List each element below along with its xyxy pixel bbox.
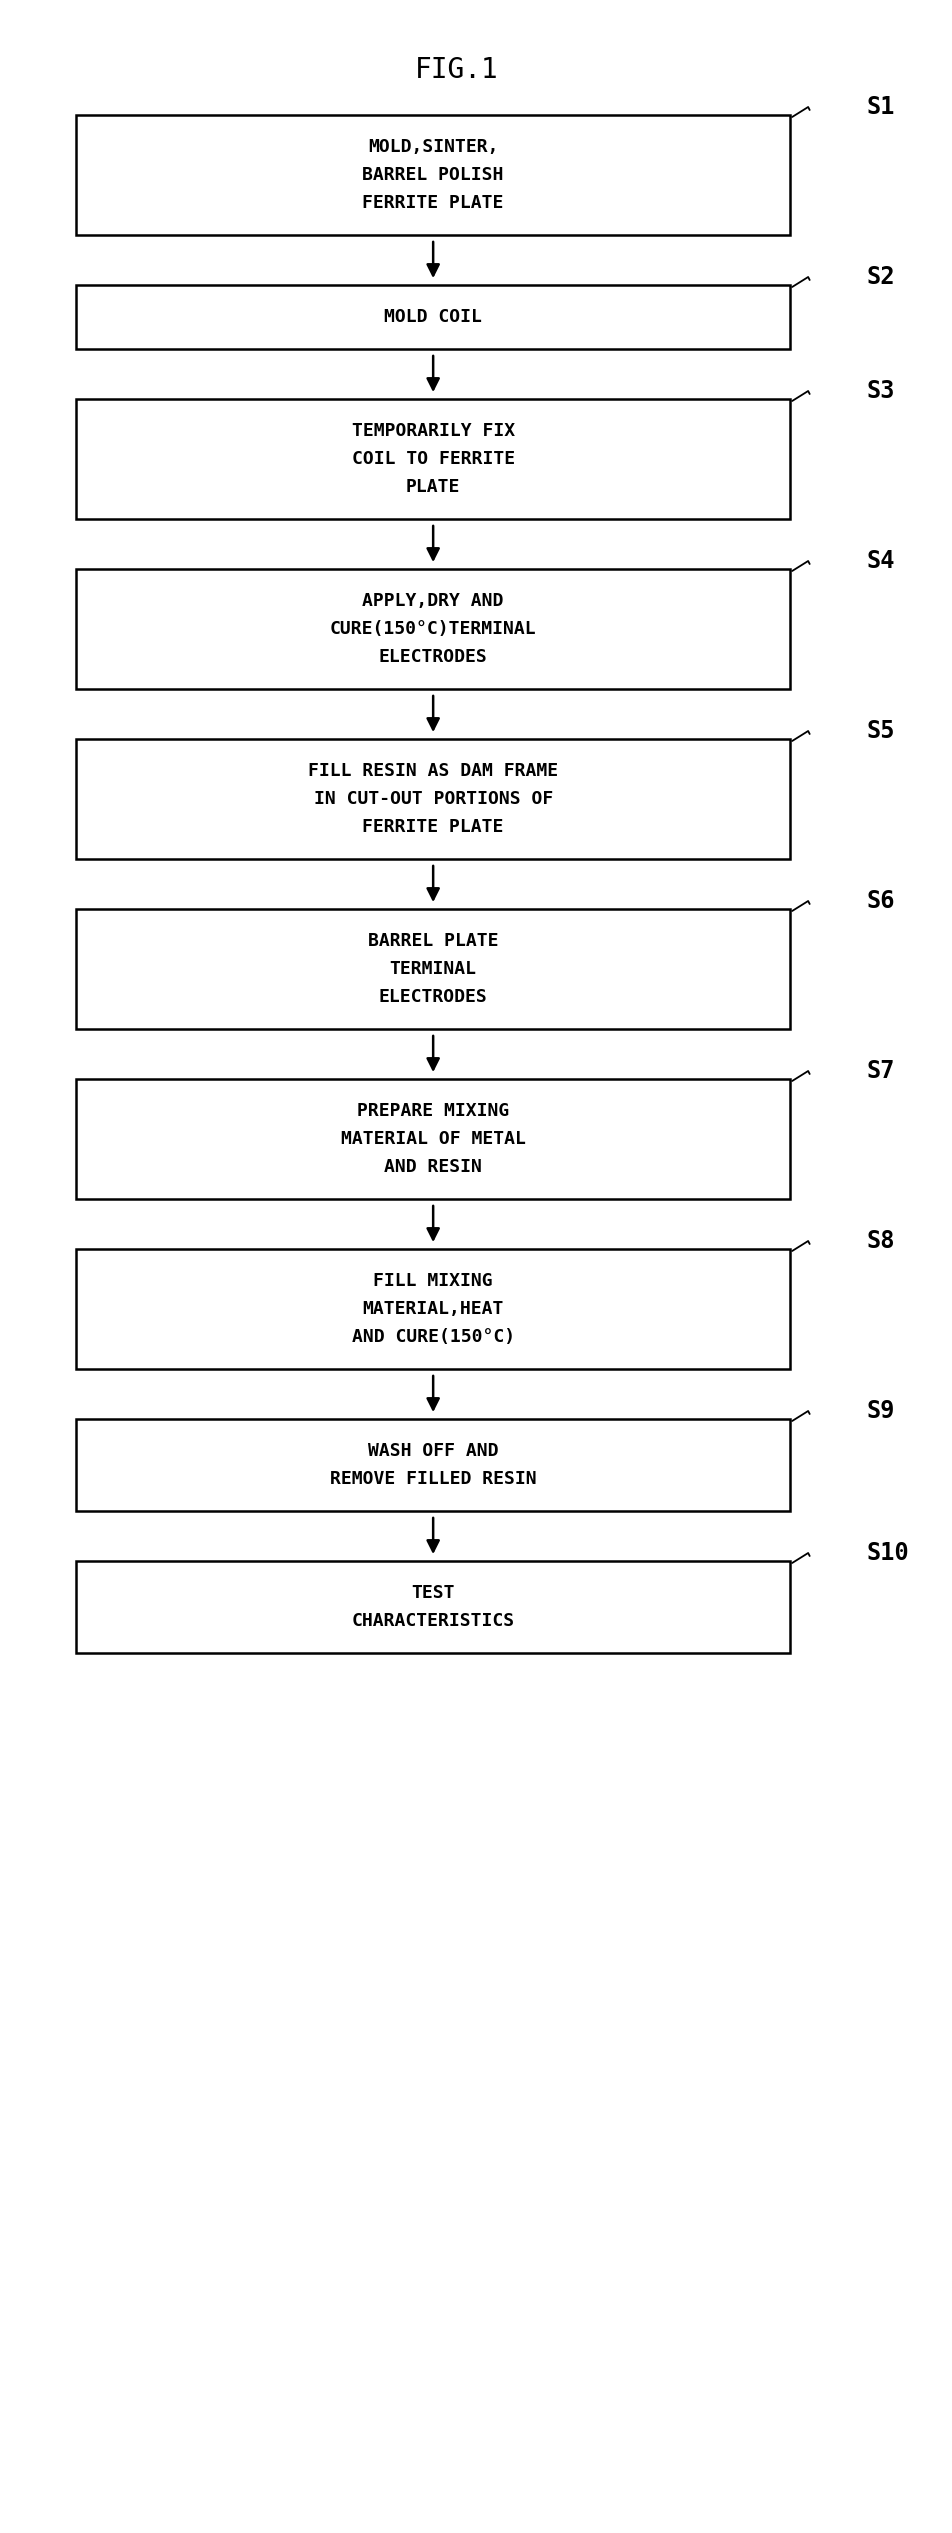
Bar — [76, 286, 790, 350]
Text: S5: S5 — [866, 719, 895, 742]
Text: S7: S7 — [866, 1059, 895, 1084]
Text: TEMPORARILY FIX: TEMPORARILY FIX — [351, 423, 515, 441]
Bar — [76, 1560, 790, 1654]
Bar — [76, 114, 790, 236]
Text: S1: S1 — [866, 96, 895, 119]
Text: ELECTRODES: ELECTRODES — [379, 988, 487, 1006]
Text: TERMINAL: TERMINAL — [389, 960, 477, 978]
Text: FIG.1: FIG.1 — [415, 56, 499, 84]
Text: FILL MIXING: FILL MIXING — [373, 1272, 493, 1289]
Text: S9: S9 — [866, 1398, 895, 1424]
Text: MOLD COIL: MOLD COIL — [385, 309, 482, 327]
Text: IN CUT-OUT PORTIONS OF: IN CUT-OUT PORTIONS OF — [313, 790, 553, 808]
Text: CURE(150°C)TERMINAL: CURE(150°C)TERMINAL — [329, 621, 537, 638]
Text: FERRITE PLATE: FERRITE PLATE — [363, 195, 504, 213]
Bar — [76, 570, 790, 689]
Bar — [76, 1079, 790, 1198]
Text: APPLY,DRY AND: APPLY,DRY AND — [363, 593, 504, 610]
Text: CHARACTERISTICS: CHARACTERISTICS — [351, 1611, 515, 1631]
Bar — [76, 400, 790, 519]
Text: MATERIAL OF METAL: MATERIAL OF METAL — [341, 1130, 526, 1147]
Text: FILL RESIN AS DAM FRAME: FILL RESIN AS DAM FRAME — [308, 762, 558, 780]
Bar — [76, 1418, 790, 1512]
Text: S10: S10 — [866, 1540, 909, 1565]
Bar — [76, 740, 790, 859]
Text: S2: S2 — [866, 266, 895, 289]
Text: AND RESIN: AND RESIN — [385, 1158, 482, 1175]
Text: S3: S3 — [866, 380, 895, 403]
Text: MATERIAL,HEAT: MATERIAL,HEAT — [363, 1299, 504, 1317]
Text: COIL TO FERRITE: COIL TO FERRITE — [351, 451, 515, 469]
Bar — [76, 1249, 790, 1368]
Bar — [76, 909, 790, 1028]
Text: MOLD,SINTER,: MOLD,SINTER, — [367, 137, 499, 157]
Text: REMOVE FILLED RESIN: REMOVE FILLED RESIN — [329, 1469, 537, 1487]
Text: PLATE: PLATE — [406, 479, 461, 496]
Text: BARREL POLISH: BARREL POLISH — [363, 167, 504, 185]
Text: AND CURE(150°C): AND CURE(150°C) — [351, 1327, 515, 1345]
Text: S4: S4 — [866, 550, 895, 572]
Text: WASH OFF AND: WASH OFF AND — [367, 1441, 499, 1459]
Text: PREPARE MIXING: PREPARE MIXING — [357, 1102, 509, 1120]
Text: S8: S8 — [866, 1229, 895, 1254]
Text: BARREL PLATE: BARREL PLATE — [367, 932, 499, 950]
Text: ELECTRODES: ELECTRODES — [379, 648, 487, 666]
Text: S6: S6 — [866, 889, 895, 912]
Text: TEST: TEST — [411, 1583, 455, 1601]
Text: FERRITE PLATE: FERRITE PLATE — [363, 818, 504, 836]
